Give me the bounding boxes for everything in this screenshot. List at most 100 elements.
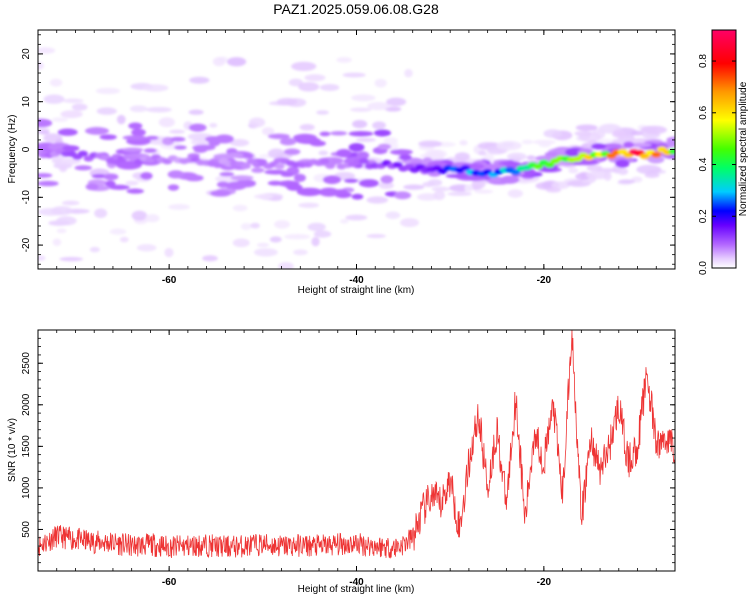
spectrogram-patch: [256, 242, 270, 248]
spectrogram-patch: [378, 181, 394, 190]
spectrogram-patch: [339, 219, 349, 224]
spectrogram-patch: [276, 97, 298, 106]
spectrogram-patch: [551, 181, 570, 190]
spectrogram-patch: [322, 175, 342, 185]
spectrogram-patch: [496, 140, 522, 151]
spectrogram-patch: [56, 216, 77, 226]
spectrogram-patch: [447, 191, 472, 196]
spectrogram-patch: [189, 76, 210, 84]
spectrogram-patch: [105, 180, 116, 187]
spectrogram-ridge-cell: [651, 151, 662, 158]
spectrogram-patch: [623, 141, 634, 149]
spectrogram-patch: [618, 179, 636, 184]
spectrogram-ridge-cell: [274, 163, 285, 170]
spectrogram-patch: [319, 131, 331, 137]
spectrogram-patch: [286, 184, 303, 191]
spectrogram-patch: [240, 223, 252, 231]
spectrogram-patch: [445, 173, 469, 179]
spectrogram-patch: [404, 69, 413, 78]
spectrogram-patch: [380, 175, 394, 184]
spectrogram-patch: [280, 172, 295, 177]
y-tick-label: -20: [21, 237, 32, 252]
spectrogram-patch: [351, 193, 364, 200]
spectrogram-patch: [307, 222, 326, 232]
spectrogram-patch: [636, 164, 662, 175]
spectrogram-patch: [251, 167, 265, 173]
spectrogram-ridge-cell: [325, 163, 336, 170]
spectrogram-patch: [500, 175, 520, 184]
spectrogram-patch: [416, 193, 439, 201]
spectrogram-patch: [319, 83, 340, 92]
spectrogram-patch: [358, 179, 379, 188]
spectrogram-patch: [596, 167, 620, 173]
spectrogram-patch: [43, 94, 65, 104]
snr-series: [38, 330, 675, 559]
spectrogram-patch: [366, 196, 389, 204]
spectrogram-patch: [52, 238, 62, 246]
spectrogram-patch: [602, 143, 623, 149]
y-tick-label: 2000: [21, 393, 32, 416]
spectrogram-patch: [94, 208, 108, 219]
y-tick-label: 1000: [21, 476, 32, 499]
spectrogram-patch: [350, 107, 372, 112]
spectrogram-patch: [459, 140, 468, 146]
y-tick-label: -10: [21, 190, 32, 205]
y-tick-label: 10: [21, 96, 32, 108]
spectrogram-patch: [388, 141, 399, 151]
spectrogram-x-label: Height of straight line (km): [298, 285, 415, 296]
spectrogram-patch: [89, 246, 100, 253]
spectrogram-patch: [51, 117, 69, 122]
spectrogram-patch: [38, 255, 46, 261]
spectrogram-patch: [128, 122, 143, 130]
spectrogram-patch: [167, 184, 180, 191]
spectrogram-patch: [168, 204, 190, 210]
spectrogram-ridge-cell: [240, 163, 251, 170]
spectrogram-patch: [169, 129, 186, 134]
spectrogram-patch: [125, 180, 139, 186]
spectrogram-patch: [56, 228, 67, 234]
spectrogram-patch: [585, 171, 610, 180]
x-tick-label: -40: [349, 275, 364, 286]
spectrogram-patch: [374, 78, 387, 88]
snr-plot-area: [38, 330, 675, 571]
spectrogram-patch: [427, 179, 443, 187]
spectrogram-patch: [164, 247, 174, 258]
spectrogram-patch: [386, 97, 407, 107]
spectrogram-patch: [167, 170, 185, 179]
spectrogram-patch: [507, 152, 527, 161]
spectrogram-patch: [63, 98, 84, 104]
spectrogram-patch: [454, 152, 470, 161]
spectrogram-patch: [630, 130, 644, 136]
spectrogram-patch: [543, 129, 563, 138]
colorbar-tick-label: 0.4: [698, 157, 709, 171]
spectrogram-patch: [274, 220, 290, 229]
spectrogram-patch: [57, 128, 78, 136]
spectrogram-patch: [318, 187, 340, 197]
spectrogram-patch: [329, 131, 348, 136]
spectrogram-patch: [145, 135, 159, 140]
spectrogram-patch: [480, 163, 507, 170]
spectrogram-patch: [229, 139, 250, 147]
spectrogram-ridge-cell: [460, 165, 471, 172]
spectrogram-patch: [230, 175, 254, 181]
spectrogram-patch: [158, 117, 175, 128]
spectrogram-patch: [345, 214, 368, 221]
spectrogram-ridge-cell: [77, 150, 88, 157]
spectrogram-patch: [51, 206, 73, 216]
spectrogram-patch: [99, 134, 117, 140]
spectrogram-patch: [38, 129, 50, 135]
spectrogram-patch: [293, 173, 306, 182]
y-tick-label: 500: [21, 521, 32, 538]
colorbar: 0.0 0.2 0.4 0.6 0.8 Normalized spectral ampl…: [698, 29, 749, 275]
x-tick-label: -20: [537, 275, 552, 286]
spectrogram-patch: [173, 145, 187, 150]
spectrogram-patch: [478, 150, 487, 156]
spectrogram-patch: [188, 109, 204, 115]
y-tick-label: 0: [21, 146, 32, 152]
spectrogram-patch: [103, 173, 119, 181]
spectrogram-patch: [62, 145, 80, 152]
snr-panel: -60 -40 -20 500 1000 1500 2000 2500 Height of …: [7, 329, 676, 595]
spectrogram-patch: [253, 194, 274, 199]
spectrogram-patch: [142, 84, 169, 92]
spectrogram-patch: [526, 155, 536, 161]
